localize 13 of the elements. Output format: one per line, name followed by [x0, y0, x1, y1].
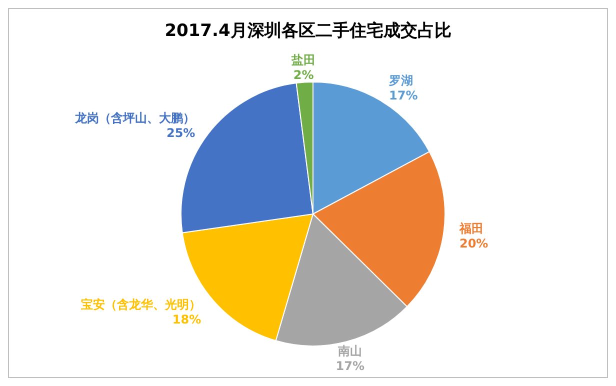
- data-label: 2%: [293, 68, 314, 82]
- data-label: 20%: [459, 236, 488, 251]
- slice-label: 罗湖: [388, 74, 414, 88]
- data-label: 25%: [166, 126, 196, 140]
- data-label: 17%: [389, 88, 418, 103]
- slice-label: 龙岗（含坪山、大鹏）: [74, 110, 196, 125]
- slice-label: 福田: [458, 222, 484, 236]
- slice-label: 盐田: [290, 52, 316, 67]
- slice-label: 宝安（含龙华、光明）: [81, 298, 202, 312]
- chart-title: 2017.4月深圳各区二手住宅成交占比: [164, 20, 452, 43]
- data-label: 18%: [172, 312, 202, 327]
- slice-label: 南山: [337, 344, 362, 358]
- data-label: 17%: [336, 358, 365, 373]
